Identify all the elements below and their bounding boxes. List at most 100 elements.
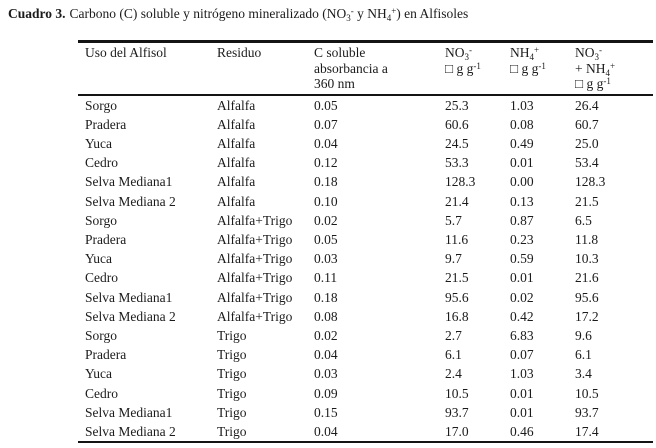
col-header-uso-del-alfisol: Uso del Alfisol	[78, 41, 217, 96]
col-header-c-soluble: C soluble absorbancia a 360 nm	[314, 41, 445, 96]
cell-c-soluble: 0.04	[314, 347, 338, 363]
caption-label: Cuadro 3.	[8, 6, 66, 21]
cell-no3-mas-nh4: 6.1	[575, 347, 592, 363]
table-row: Cedro Alfalfa+Trigo 0.11 21.5 0.01 21.6	[78, 268, 653, 287]
table-row: Cedro Alfalfa 0.12 53.3 0.01 53.4	[78, 153, 653, 172]
table-row: Pradera Alfalfa+Trigo 0.05 11.6 0.23 11.8	[78, 230, 653, 249]
cell-no3-mas-nh4: 53.4	[575, 155, 599, 171]
cell-uso-del-alfisol: Cedro	[85, 270, 118, 286]
cell-no3: 25.3	[445, 97, 469, 113]
cell-c-soluble: 0.02	[314, 327, 338, 343]
cell-uso-del-alfisol: Sorgo	[85, 97, 118, 113]
data-table: Uso del Alfisol Residuo C soluble absorbanc…	[78, 40, 653, 444]
cell-uso-del-alfisol: Selva Mediana 2	[85, 423, 176, 439]
col-header-no3-mas-nh4: NO3- + NH4+ □ g g-1	[575, 41, 653, 96]
cell-residuo: Alfalfa+Trigo	[217, 231, 293, 247]
table-caption: Cuadro 3. Carbono (C) soluble y nitrógeno…	[8, 6, 469, 23]
table-row: Pradera Alfalfa 0.07 60.6 0.08 60.7	[78, 115, 653, 134]
cell-residuo: Alfalfa+Trigo	[217, 308, 293, 324]
cell-uso-del-alfisol: Cedro	[85, 385, 118, 401]
cell-no3: 24.5	[445, 135, 469, 151]
cell-nh4: 0.01	[510, 155, 534, 171]
cell-nh4: 0.00	[510, 174, 534, 190]
cell-nh4: 0.59	[510, 251, 534, 267]
cell-no3: 93.7	[445, 404, 469, 420]
cell-uso-del-alfisol: Yuca	[85, 366, 112, 382]
cell-uso-del-alfisol: Pradera	[85, 231, 127, 247]
cell-residuo: Alfalfa	[217, 135, 256, 151]
cell-no3-mas-nh4: 21.5	[575, 193, 599, 209]
cell-c-soluble: 0.03	[314, 366, 338, 382]
cell-no3: 5.7	[445, 212, 462, 228]
cell-no3: 2.4	[445, 366, 462, 382]
cell-nh4: 0.42	[510, 308, 534, 324]
cell-no3: 53.3	[445, 155, 469, 171]
cell-no3-mas-nh4: 26.4	[575, 97, 599, 113]
cell-c-soluble: 0.10	[314, 193, 338, 209]
cell-uso-del-alfisol: Selva Mediana 2	[85, 193, 176, 209]
cell-residuo: Trigo	[217, 423, 247, 439]
cell-no3: 11.6	[445, 231, 469, 247]
cell-no3-mas-nh4: 3.4	[575, 366, 592, 382]
table-row: Sorgo Alfalfa+Trigo 0.02 5.7 0.87 6.5	[78, 211, 653, 230]
cell-residuo: Alfalfa+Trigo	[217, 212, 293, 228]
cell-no3-mas-nh4: 60.7	[575, 116, 599, 132]
cell-c-soluble: 0.02	[314, 212, 338, 228]
cell-residuo: Alfalfa	[217, 116, 256, 132]
cell-uso-del-alfisol: Pradera	[85, 116, 127, 132]
cell-nh4: 0.46	[510, 423, 534, 439]
cell-no3: 9.7	[445, 251, 462, 267]
table-row: Selva Mediana1 Alfalfa+Trigo 0.18 95.6 0.02 9…	[78, 288, 653, 307]
cell-no3-mas-nh4: 25.0	[575, 135, 599, 151]
cell-no3-mas-nh4: 10.5	[575, 385, 599, 401]
cell-no3-mas-nh4: 17.2	[575, 308, 599, 324]
table-body: Sorgo Alfalfa 0.05 25.3 1.03 26.4 Pradera Alfal…	[78, 95, 653, 443]
col-header-no3: NO3- □ g g-1	[445, 41, 510, 96]
cell-no3-mas-nh4: 11.8	[575, 231, 599, 247]
cell-c-soluble: 0.18	[314, 174, 338, 190]
cell-no3: 60.6	[445, 116, 469, 132]
cell-no3: 128.3	[445, 174, 476, 190]
cell-uso-del-alfisol: Yuca	[85, 135, 112, 151]
cell-uso-del-alfisol: Sorgo	[85, 327, 118, 343]
cell-nh4: 6.83	[510, 327, 534, 343]
table-row: Pradera Trigo 0.04 6.1 0.07 6.1	[78, 345, 653, 364]
col-header-nh4: NH4+ □ g g-1	[510, 41, 575, 96]
cell-nh4: 0.08	[510, 116, 534, 132]
cell-no3: 2.7	[445, 327, 462, 343]
table-header: Uso del Alfisol Residuo C soluble absorbanc…	[78, 41, 653, 96]
cell-no3: 21.5	[445, 270, 469, 286]
cell-no3-mas-nh4: 93.7	[575, 404, 599, 420]
cell-no3-mas-nh4: 128.3	[575, 174, 606, 190]
table-row: Selva Mediana1 Trigo 0.15 93.7 0.01 93.7	[78, 403, 653, 422]
cell-no3: 10.5	[445, 385, 469, 401]
table-row: Cedro Trigo 0.09 10.5 0.01 10.5	[78, 384, 653, 403]
table-row: Selva Mediana 2 Trigo 0.04 17.0 0.46 17.4	[78, 422, 653, 442]
cell-c-soluble: 0.15	[314, 404, 338, 420]
cell-c-soluble: 0.03	[314, 251, 338, 267]
cell-nh4: 0.13	[510, 193, 534, 209]
table-row: Sorgo Alfalfa 0.05 25.3 1.03 26.4	[78, 95, 653, 115]
caption-text: Carbono (C) soluble y nitrógeno minerali…	[69, 6, 469, 23]
cell-c-soluble: 0.04	[314, 423, 338, 439]
cell-residuo: Alfalfa	[217, 174, 256, 190]
cell-uso-del-alfisol: Selva Mediana1	[85, 289, 173, 305]
cell-nh4: 0.02	[510, 289, 534, 305]
col-header-residuo: Residuo	[217, 41, 314, 96]
table-row: Selva Mediana1 Alfalfa 0.18 128.3 0.00 128.3	[78, 172, 653, 191]
cell-nh4: 0.01	[510, 270, 534, 286]
cell-nh4: 0.07	[510, 347, 534, 363]
cell-no3-mas-nh4: 21.6	[575, 270, 599, 286]
cell-no3-mas-nh4: 10.3	[575, 251, 599, 267]
cell-residuo: Trigo	[217, 385, 247, 401]
cell-no3-mas-nh4: 17.4	[575, 423, 599, 439]
cell-c-soluble: 0.05	[314, 97, 338, 113]
cell-no3: 6.1	[445, 347, 462, 363]
cell-residuo: Trigo	[217, 366, 247, 382]
cell-uso-del-alfisol: Cedro	[85, 155, 118, 171]
cell-c-soluble: 0.07	[314, 116, 338, 132]
cell-c-soluble: 0.04	[314, 135, 338, 151]
cell-residuo: Alfalfa	[217, 97, 256, 113]
cell-nh4: 0.49	[510, 135, 534, 151]
cell-residuo: Alfalfa+Trigo	[217, 270, 293, 286]
